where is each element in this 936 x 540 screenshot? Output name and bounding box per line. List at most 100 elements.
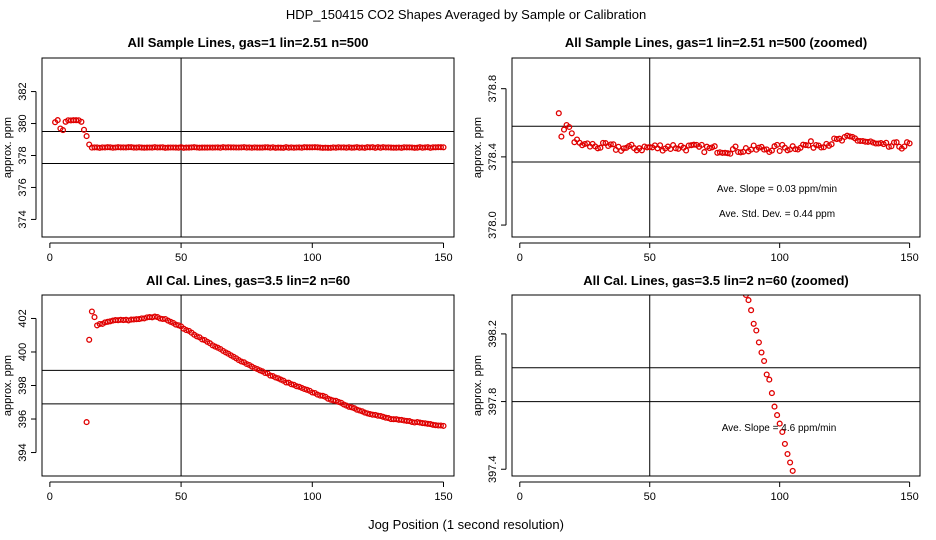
- data-points: [52, 117, 447, 151]
- data-point: [620, 145, 627, 152]
- data-point: [377, 412, 384, 420]
- x-tick-label: 100: [303, 252, 321, 264]
- data-point: [104, 318, 111, 325]
- data-point: [599, 139, 607, 146]
- y-tick-label: 382: [17, 82, 29, 100]
- x-tick-label: 150: [434, 491, 452, 503]
- y-tick-label: 397.4: [487, 455, 499, 483]
- data-point: [83, 419, 90, 426]
- data-point: [771, 403, 778, 410]
- data-point: [763, 371, 770, 378]
- y-axis-label: approx. ppm: [472, 117, 484, 178]
- data-points: [555, 110, 913, 157]
- data-point: [437, 144, 444, 151]
- data-points: [83, 308, 447, 429]
- data-point: [833, 136, 840, 143]
- y-tick-label: 374: [17, 210, 29, 228]
- data-point: [581, 140, 588, 148]
- y-axis-label: approx. ppm: [2, 355, 14, 416]
- data-point: [96, 320, 103, 328]
- panel-title: All Cal. Lines, gas=3.5 lin=2 n=60 (zoom…: [583, 273, 849, 288]
- data-point: [781, 440, 788, 447]
- data-point: [802, 142, 809, 149]
- data-point: [890, 139, 898, 146]
- panel-4: All Cal. Lines, gas=3.5 lin=2 n=60 (zoom…: [472, 273, 921, 503]
- data-point: [610, 141, 617, 148]
- data-point: [828, 141, 835, 148]
- x-tick-label: 100: [303, 491, 321, 503]
- x-tick-label: 100: [770, 491, 788, 503]
- data-point: [335, 398, 342, 405]
- data-point: [345, 403, 353, 410]
- data-point: [83, 133, 90, 140]
- data-point: [761, 146, 768, 153]
- data-point: [59, 127, 67, 134]
- data-point: [672, 145, 679, 152]
- data-point: [91, 314, 98, 321]
- data-point: [566, 123, 573, 131]
- data-point: [272, 374, 279, 381]
- data-point: [54, 117, 61, 124]
- y-tick-label: 402: [17, 309, 29, 327]
- data-point: [727, 150, 734, 157]
- data-point: [568, 130, 575, 137]
- data-point: [86, 336, 93, 343]
- x-tick-label: 50: [644, 491, 656, 503]
- data-point: [353, 406, 360, 413]
- data-point: [283, 379, 290, 386]
- data-point: [724, 150, 731, 157]
- data-point: [701, 149, 708, 156]
- data-point: [382, 414, 389, 421]
- data-point: [301, 385, 308, 393]
- annotation-text: Ave. Slope = 4.6 ppm/min: [722, 423, 837, 434]
- data-point: [683, 147, 690, 154]
- y-tick-label: 378.8: [487, 75, 499, 103]
- y-tick-label: 378.0: [487, 211, 499, 239]
- data-point: [440, 144, 447, 151]
- data-point: [172, 321, 179, 328]
- data-point: [398, 416, 405, 423]
- data-point: [560, 126, 568, 133]
- data-point: [792, 146, 799, 153]
- data-point: [107, 318, 114, 325]
- data-point: [766, 376, 773, 383]
- data-point: [657, 142, 664, 149]
- data-point: [330, 397, 337, 404]
- data-point: [906, 140, 913, 147]
- figure-title: HDP_150415 CO2 Shapes Averaged by Sample…: [286, 7, 646, 22]
- panel-title: All Sample Lines, gas=1 lin=2.51 n=500 (…: [565, 35, 867, 50]
- data-point: [288, 381, 295, 388]
- data-point: [356, 407, 363, 414]
- data-point: [594, 145, 601, 152]
- data-point: [437, 422, 444, 429]
- data-point: [597, 144, 604, 151]
- data-point: [293, 383, 300, 390]
- data-point: [779, 428, 786, 436]
- data-point: [183, 327, 190, 334]
- y-axis-label: approx. ppm: [472, 355, 484, 416]
- data-point: [199, 336, 206, 343]
- x-tick-label: 100: [770, 252, 788, 264]
- data-point: [646, 143, 653, 151]
- data-point: [784, 450, 791, 458]
- panel-2: All Sample Lines, gas=1 lin=2.51 n=500 (…: [472, 35, 921, 264]
- data-point: [789, 467, 796, 474]
- data-point: [558, 133, 565, 140]
- data-point: [238, 358, 245, 365]
- x-tick-label: 0: [517, 252, 523, 264]
- x-tick-label: 150: [900, 252, 918, 264]
- panel-1: All Sample Lines, gas=1 lin=2.51 n=500 0 5…: [2, 35, 455, 264]
- data-point: [761, 357, 768, 365]
- x-tick-label: 50: [175, 252, 187, 264]
- data-point: [755, 144, 762, 151]
- data-point: [267, 372, 274, 379]
- data-point: [380, 413, 387, 420]
- data-point: [750, 142, 757, 149]
- data-point: [698, 141, 705, 148]
- y-tick-label: 396: [17, 410, 29, 428]
- y-tick-label: 398: [17, 376, 29, 394]
- data-point: [776, 147, 783, 155]
- plot-frame: [511, 57, 921, 238]
- data-point: [138, 315, 145, 322]
